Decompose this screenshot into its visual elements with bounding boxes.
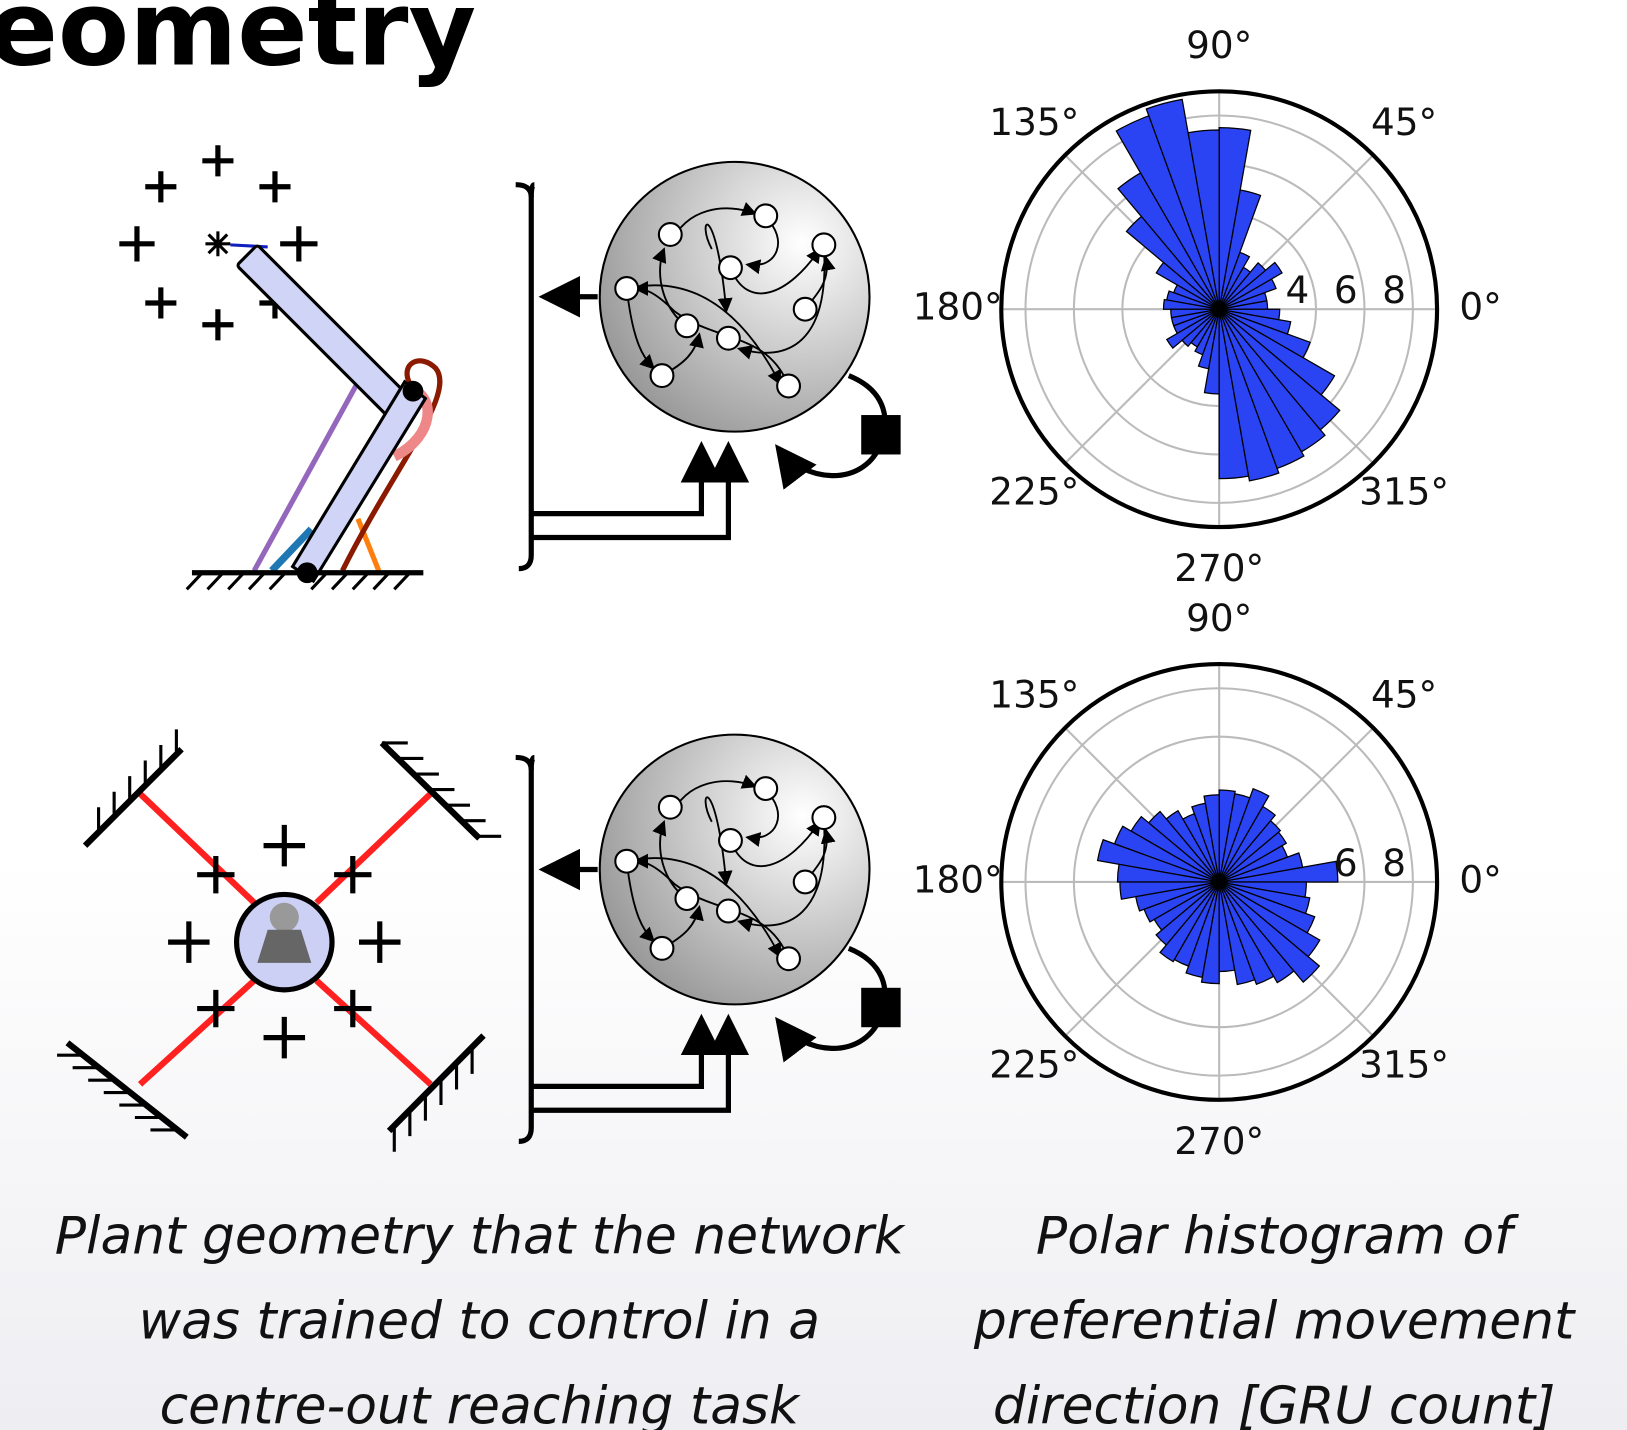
angle-tick-label: 315° xyxy=(1359,470,1449,514)
radial-tick-label: 8 xyxy=(1382,841,1406,885)
caption-line: direction [GRU count] xyxy=(993,1377,1555,1430)
slide-title: eometry xyxy=(0,0,476,89)
caption-line: preferential movement xyxy=(973,1292,1576,1352)
angle-tick-label: 180° xyxy=(913,857,1003,901)
angle-tick-label: 135° xyxy=(989,100,1079,144)
angle-tick-label: 45° xyxy=(1371,100,1437,144)
caption-line: centre-out reaching task xyxy=(160,1377,801,1430)
page: {"header": {"title": "eometry"}, "captio… xyxy=(0,0,1627,1430)
radial-tick-label: 6 xyxy=(1334,841,1358,885)
figure: eometry xyxy=(0,0,1627,1430)
radial-tick-label: 6 xyxy=(1334,268,1358,312)
angle-tick-label: 225° xyxy=(989,470,1079,514)
radial-tick-label: 8 xyxy=(1382,268,1406,312)
caption-line: Plant geometry that the network xyxy=(55,1206,906,1266)
angle-tick-label: 90° xyxy=(1186,596,1252,640)
radial-tick-label: 4 xyxy=(1285,268,1309,312)
angle-tick-label: 270° xyxy=(1174,1119,1264,1163)
angle-tick-label: 90° xyxy=(1186,23,1252,67)
angle-tick-label: 225° xyxy=(989,1042,1079,1086)
caption-line: was trained to control in a xyxy=(139,1292,820,1352)
angle-tick-label: 180° xyxy=(913,285,1003,329)
angle-tick-label: 0° xyxy=(1459,285,1501,329)
angle-tick-label: 270° xyxy=(1174,546,1264,590)
angle-tick-label: 315° xyxy=(1359,1042,1449,1086)
angle-tick-label: 45° xyxy=(1371,673,1437,717)
angle-tick-label: 135° xyxy=(989,673,1079,717)
angle-tick-label: 0° xyxy=(1459,857,1501,901)
caption-line: Polar histogram of xyxy=(1036,1206,1519,1266)
